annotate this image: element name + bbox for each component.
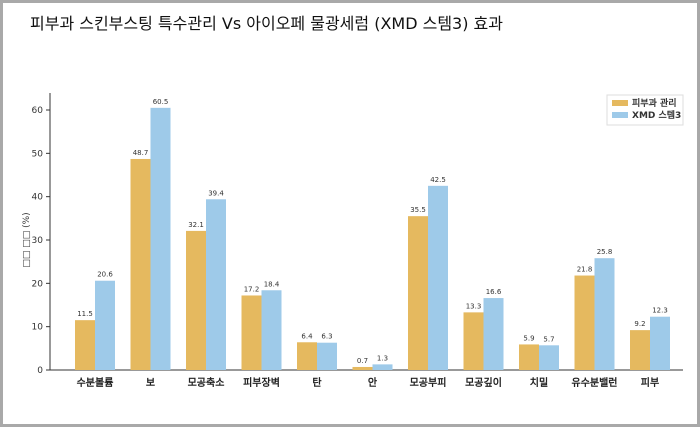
data-label: 13.3 bbox=[466, 302, 482, 310]
data-label: 32.1 bbox=[188, 221, 204, 229]
y-tick-label: 30 bbox=[32, 236, 44, 246]
x-tick-label: 모공부피 bbox=[410, 376, 447, 389]
data-label: 0.7 bbox=[357, 357, 368, 365]
bar-clinic bbox=[463, 312, 484, 370]
data-label: 11.5 bbox=[77, 310, 93, 318]
bar-xmd bbox=[206, 199, 226, 370]
data-label: 21.8 bbox=[577, 266, 593, 274]
x-tick-label: 치밀 bbox=[530, 376, 548, 389]
data-label: 5.9 bbox=[523, 334, 534, 342]
data-label: 16.6 bbox=[486, 288, 502, 296]
data-label: 48.7 bbox=[133, 149, 149, 157]
y-tick-label: 40 bbox=[32, 193, 44, 203]
x-tick-label: 안 bbox=[368, 376, 378, 389]
bar-clinic bbox=[574, 275, 595, 370]
legend-swatch bbox=[612, 112, 628, 118]
bar-chart: 0 10 20 30 40 50 60 □□ □□ (%) 수분볼륨 11.5 20.6 보 48.7 6… bbox=[22, 93, 684, 389]
legend-label: 피부과 관리 bbox=[632, 97, 677, 109]
bar-clinic bbox=[630, 330, 650, 370]
bar-clinic bbox=[186, 230, 206, 370]
data-label: 6.4 bbox=[301, 332, 313, 340]
x-tick-label: 모공깊이 bbox=[465, 376, 502, 389]
chart-title: 피부과 스킨부스팅 특수관리 Vs 아이오페 물광세럼 (XMD 스템3) 효과 bbox=[30, 14, 503, 33]
bar-xmd bbox=[95, 280, 115, 370]
bar-clinic bbox=[408, 216, 428, 370]
y-axis-label: □□ □□ (%) bbox=[22, 212, 32, 267]
x-tick-label: 보 bbox=[146, 377, 155, 389]
x-tick-label: 수분볼륨 bbox=[77, 377, 114, 389]
bar-clinic bbox=[352, 366, 373, 370]
x-tick-label: 모공축소 bbox=[188, 376, 225, 389]
bar-xmd bbox=[372, 364, 393, 370]
x-tick-label: 탄 bbox=[312, 376, 322, 389]
bar-xmd bbox=[261, 290, 282, 370]
data-label: 1.3 bbox=[377, 354, 388, 362]
bar-xmd bbox=[594, 258, 615, 370]
bar-xmd bbox=[483, 298, 504, 370]
y-tick-label: 20 bbox=[32, 279, 44, 289]
bar-clinic bbox=[241, 295, 262, 370]
data-label: 42.5 bbox=[430, 176, 446, 184]
y-tick-label: 50 bbox=[32, 149, 44, 159]
data-label: 5.7 bbox=[543, 335, 554, 343]
bar-xmd bbox=[650, 316, 670, 370]
data-label: 35.5 bbox=[410, 206, 426, 214]
bar-xmd bbox=[428, 185, 448, 370]
legend-label: XMD 스템3 bbox=[632, 109, 681, 121]
bar-xmd bbox=[539, 345, 559, 370]
data-label: 12.3 bbox=[652, 307, 668, 315]
y-tick-label: 60 bbox=[32, 106, 44, 116]
bar-clinic bbox=[130, 158, 151, 370]
legend bbox=[606, 94, 684, 126]
data-label: 6.3 bbox=[321, 333, 332, 341]
bar-xmd bbox=[150, 107, 171, 370]
legend-swatch bbox=[612, 100, 628, 106]
data-label: 25.8 bbox=[597, 248, 613, 256]
y-tick-label: 0 bbox=[37, 366, 43, 376]
bar-clinic bbox=[75, 320, 95, 370]
bar-xmd bbox=[317, 342, 337, 370]
x-tick-label: 유수분밸런 bbox=[572, 376, 618, 389]
y-tick-label: 10 bbox=[32, 323, 44, 333]
data-label: 60.5 bbox=[153, 98, 169, 106]
data-label: 39.4 bbox=[208, 189, 224, 197]
x-tick-label: 피부장벽 bbox=[243, 376, 280, 389]
data-label: 18.4 bbox=[264, 280, 280, 288]
data-label: 9.2 bbox=[634, 320, 645, 328]
data-label: 17.2 bbox=[244, 285, 260, 293]
bar-clinic bbox=[297, 342, 317, 370]
x-tick-label: 피부 bbox=[641, 376, 659, 389]
data-label: 20.6 bbox=[97, 271, 113, 279]
bar-clinic bbox=[519, 344, 539, 370]
